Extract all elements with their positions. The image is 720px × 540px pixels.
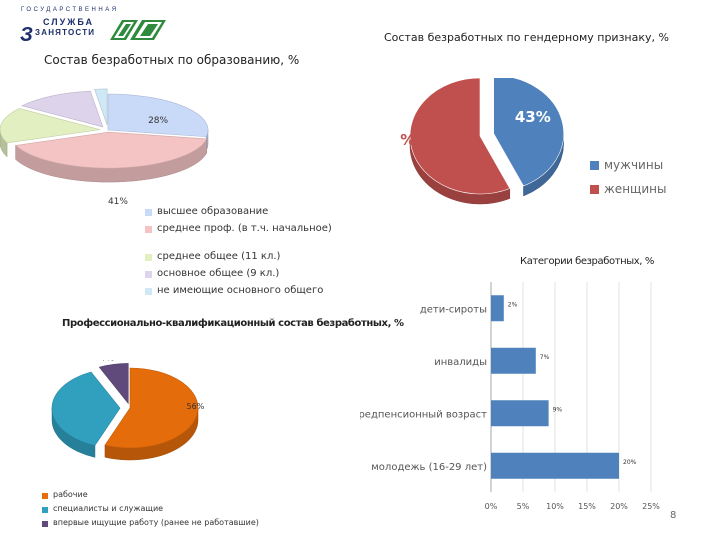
education-slice-2 bbox=[0, 108, 101, 144]
categories-bar-chart: 0% 5% 10% 15% 20% 25% дети-сироты 2% инвалиды 7% п… bbox=[360, 282, 660, 511]
professional-legend-label-1: специалисты и служащие bbox=[53, 504, 164, 513]
categories-bar-1 bbox=[491, 347, 536, 374]
logo-emblem-icon bbox=[110, 20, 166, 40]
education-legend-label-3: основное общее (9 кл.) bbox=[157, 268, 280, 279]
categories-bar-2 bbox=[491, 400, 549, 427]
professional-legend-item-0: рабочие bbox=[42, 490, 292, 499]
professional-pie-chart: 56%37%7% bbox=[51, 360, 205, 461]
education-pie-chart: 28%41%16%13%2% bbox=[0, 88, 209, 207]
gender-legend-item-0: мужчины bbox=[590, 158, 690, 172]
education-slice-4 bbox=[94, 88, 108, 126]
categories-value-label-2: 9% bbox=[553, 406, 563, 413]
logo: ГОСУДАРСТВЕННАЯ СЛУЖБА З ЗАНЯТОСТИ bbox=[8, 4, 168, 48]
education-legend-item-3: основное общее (9 кл.) bbox=[145, 268, 335, 279]
logo-line3: ЗАНЯТОСТИ bbox=[35, 28, 96, 37]
education-legend-swatch-1 bbox=[145, 226, 152, 233]
professional-chart-title: Профессионально-квалификационный состав … bbox=[62, 318, 404, 329]
education-legend-swatch-2 bbox=[145, 254, 152, 261]
logo-line2: СЛУЖБА bbox=[43, 17, 94, 27]
education-legend-label-4: не имеющие основного общего bbox=[157, 285, 324, 296]
professional-legend-swatch-2 bbox=[42, 521, 48, 527]
gender-label-0: 43% bbox=[515, 108, 551, 126]
categories-bar-0 bbox=[491, 295, 504, 322]
gender-slice-0 bbox=[493, 78, 564, 187]
gender-slice-1 bbox=[409, 78, 511, 195]
gender-pie-chart: 43% 57% bbox=[400, 78, 564, 205]
education-legend-swatch-0 bbox=[145, 209, 152, 216]
categories-xtick-2: 10% bbox=[546, 502, 564, 511]
education-legend-item-2: среднее общее (11 кл.) bbox=[145, 251, 335, 262]
categories-bar-3 bbox=[491, 452, 619, 479]
education-label-3: 13% bbox=[28, 88, 48, 90]
categories-ytick-2: предпенсионный возраст bbox=[360, 409, 487, 420]
categories-ytick-3: молодежь (16-29 лет) bbox=[371, 462, 487, 473]
categories-ytick-1: инвалиды bbox=[434, 357, 487, 368]
gender-label-1: 57% bbox=[400, 131, 415, 149]
education-legend-label-2: среднее общее (11 кл.) bbox=[157, 251, 281, 262]
professional-slice-2 bbox=[98, 363, 129, 405]
logo-badge: З bbox=[20, 24, 33, 46]
education-legend-label-1: среднее проф. (в т.ч. начальное) bbox=[157, 223, 332, 234]
education-legend-item-1: среднее проф. (в т.ч. начальное) bbox=[145, 223, 335, 234]
professional-legend-label-0: рабочие bbox=[53, 490, 88, 499]
logo-line1: ГОСУДАРСТВЕННАЯ bbox=[21, 7, 119, 13]
gender-legend-item-1: женщины bbox=[590, 182, 690, 196]
categories-xtick-5: 25% bbox=[642, 502, 660, 511]
categories-chart-title: Категории безработных, % bbox=[520, 256, 654, 267]
categories-value-label-0: 2% bbox=[508, 301, 518, 308]
education-slice-0 bbox=[107, 93, 209, 138]
education-slice-1 bbox=[14, 131, 208, 169]
gender-legend-label-1: женщины bbox=[604, 182, 667, 196]
gender-legend-swatch-0 bbox=[590, 161, 599, 170]
education-slice-3 bbox=[21, 90, 104, 128]
education-legend-swatch-3 bbox=[145, 271, 152, 278]
professional-slice-0 bbox=[104, 367, 199, 449]
professional-legend-item-1: специалисты и служащие bbox=[42, 504, 292, 513]
categories-value-label-3: 20% bbox=[623, 459, 637, 466]
categories-ytick-0: дети-сироты bbox=[420, 304, 487, 315]
education-legend-swatch-4 bbox=[145, 288, 152, 295]
professional-legend-swatch-0 bbox=[42, 493, 48, 499]
categories-value-label-1: 7% bbox=[540, 354, 550, 361]
education-legend-label-0: высшее образование bbox=[157, 206, 269, 217]
professional-legend-label-2: впервые ищущие работу (ранее не работавш… bbox=[53, 518, 259, 527]
education-chart-title: Состав безработных по образованию, % bbox=[44, 53, 300, 67]
gender-chart-title: Состав безработных по гендерному признак… bbox=[384, 31, 669, 44]
categories-xtick-4: 20% bbox=[610, 502, 628, 511]
education-label-0: 28% bbox=[148, 116, 168, 126]
education-legend-item-0: высшее образование bbox=[145, 206, 335, 217]
professional-slice-1 bbox=[51, 371, 121, 446]
professional-legend-item-2: впервые ищущие работу (ранее не работавш… bbox=[42, 518, 292, 527]
gender-legend-label-0: мужчины bbox=[604, 158, 664, 172]
gender-legend-swatch-1 bbox=[590, 185, 599, 194]
education-legend-item-4: не имеющие основного общего bbox=[145, 285, 335, 296]
professional-label-2: 7% bbox=[102, 360, 115, 362]
professional-legend-swatch-1 bbox=[42, 507, 48, 513]
page-number: 8 bbox=[670, 510, 677, 521]
categories-xtick-0: 0% bbox=[485, 502, 498, 511]
categories-xtick-3: 15% bbox=[578, 502, 596, 511]
education-label-1: 41% bbox=[108, 197, 128, 207]
professional-label-0: 56% bbox=[187, 402, 205, 411]
categories-xtick-1: 5% bbox=[517, 502, 530, 511]
